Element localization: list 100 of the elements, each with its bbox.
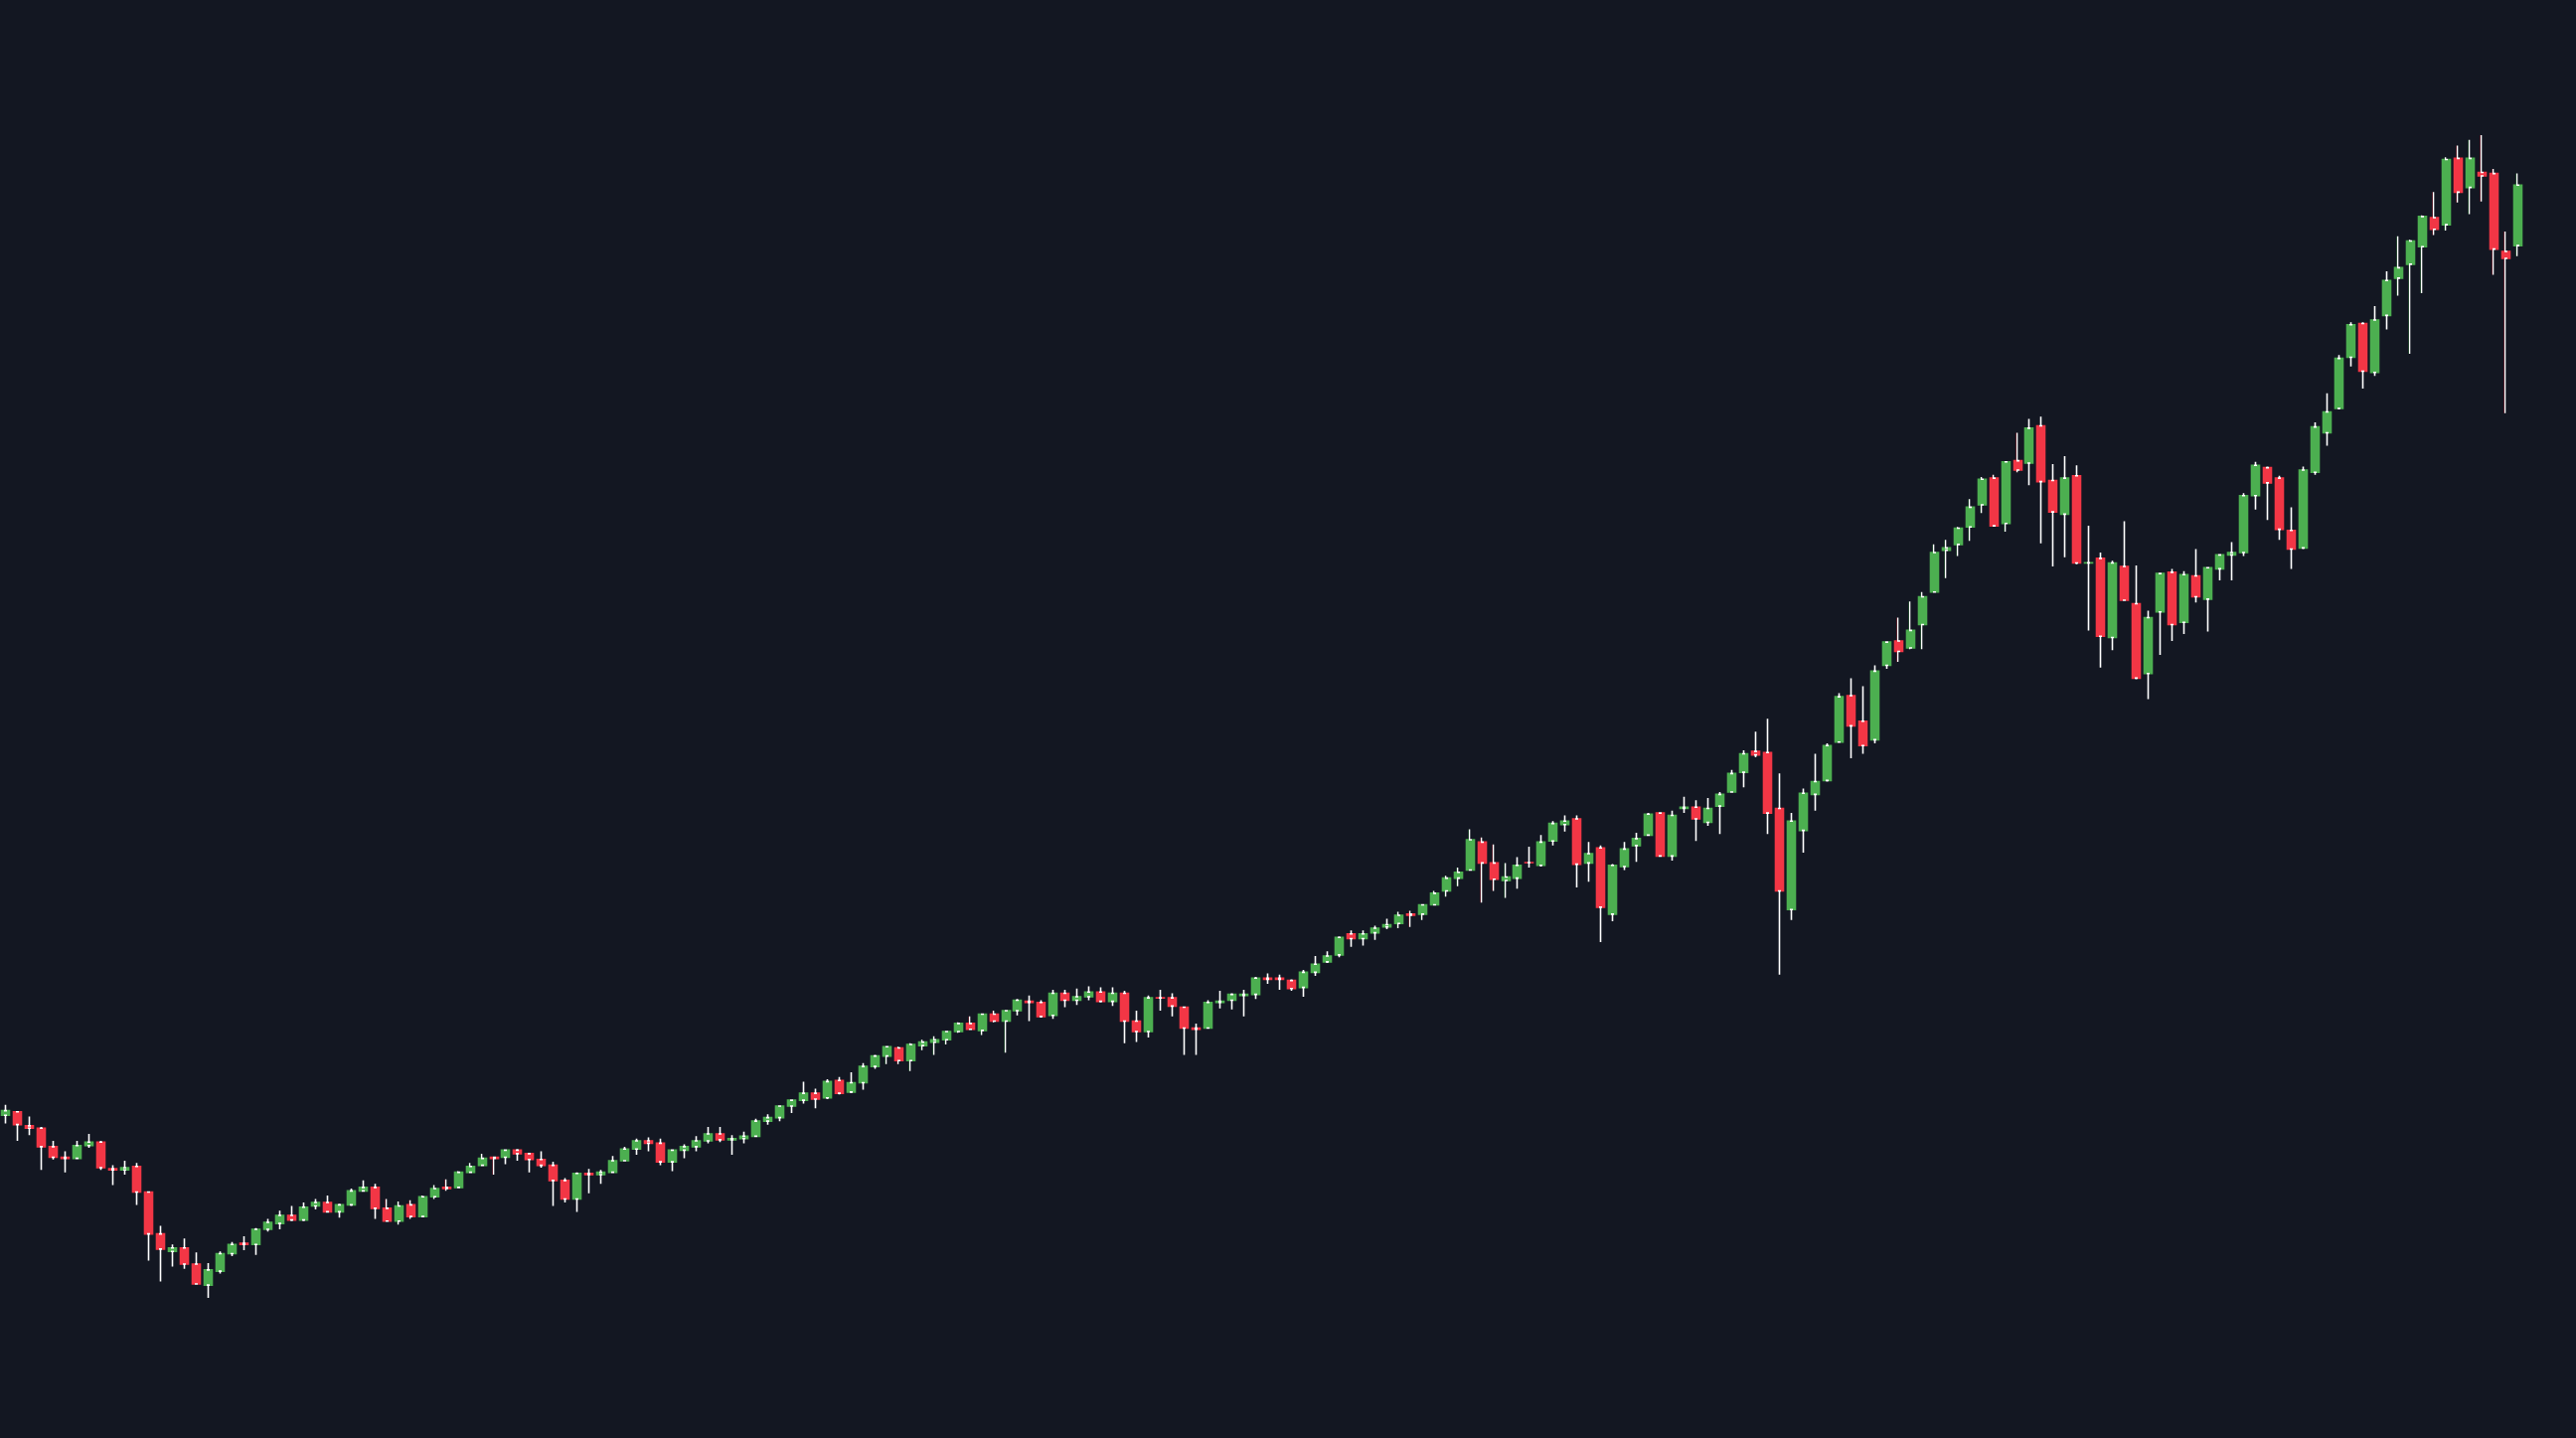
candlestick <box>334 1202 345 1219</box>
candlestick <box>1893 616 1904 663</box>
candlestick <box>619 1146 630 1162</box>
candlestick <box>1583 841 1594 882</box>
candlestick <box>2500 231 2511 414</box>
candlestick <box>489 1156 500 1176</box>
candlestick <box>1071 987 1082 1006</box>
candlestick <box>1489 843 1500 892</box>
candlestick <box>691 1135 702 1153</box>
candlestick <box>441 1178 452 1193</box>
candlestick <box>1690 799 1701 842</box>
candlestick <box>1535 834 1546 868</box>
candlestick <box>822 1078 833 1100</box>
candlestick <box>0 1103 11 1125</box>
candlestick <box>1702 797 1713 827</box>
candlestick <box>1155 989 1166 1012</box>
candlestick <box>1047 989 1058 1020</box>
candlestick <box>2489 168 2499 276</box>
candlestick <box>2023 417 2034 486</box>
candlestick <box>1024 995 1035 1023</box>
candlestick <box>1369 924 1380 941</box>
candlestick <box>2012 431 2023 474</box>
candlestick <box>167 1243 178 1268</box>
candlestick <box>726 1134 737 1156</box>
candlestick <box>703 1126 714 1145</box>
candlestick <box>1762 718 1773 835</box>
candlestick <box>762 1113 773 1126</box>
candlestick <box>858 1061 869 1091</box>
candlestick <box>571 1171 582 1213</box>
candlestick <box>1346 929 1357 948</box>
candlestick <box>2001 460 2012 533</box>
candlestick <box>1786 812 1797 921</box>
candlestick <box>2512 172 2523 257</box>
candlestick <box>60 1150 71 1174</box>
candlestick <box>2035 415 2046 545</box>
candlestick <box>2322 392 2333 447</box>
candlestick <box>2190 548 2201 604</box>
candlestick <box>417 1195 428 1217</box>
candlestick <box>1595 845 1606 943</box>
candlestick <box>2310 421 2321 476</box>
candlestick <box>2381 270 2392 331</box>
candlestick <box>2095 552 2106 669</box>
candlestick <box>394 1200 404 1226</box>
candlestick <box>1095 986 1106 1004</box>
candlestick <box>810 1087 821 1110</box>
candlestick <box>1643 812 1654 837</box>
candlestick <box>1179 1006 1190 1056</box>
candlestick <box>1286 978 1297 992</box>
candlestick <box>1441 875 1452 898</box>
candlestick <box>2202 566 2213 633</box>
candlestick <box>2298 465 2309 551</box>
candlestick <box>2083 525 2094 632</box>
candlestick <box>36 1126 47 1172</box>
candlestick <box>500 1149 511 1166</box>
candlestick <box>1679 795 1690 814</box>
candlestick <box>1465 828 1476 872</box>
candlestick <box>679 1143 690 1160</box>
candlestick <box>2059 455 2070 559</box>
candlestick <box>1310 955 1321 977</box>
candlestick <box>1571 814 1582 888</box>
candlestick <box>560 1177 570 1203</box>
candlestick <box>1750 730 1761 758</box>
candlestick <box>1881 641 1892 670</box>
candlestick <box>1417 903 1428 921</box>
candlestick <box>2369 305 2380 377</box>
candlestick <box>191 1251 202 1285</box>
candlestick <box>738 1130 749 1145</box>
candlestick <box>834 1075 845 1096</box>
candlestick <box>310 1198 321 1210</box>
candlestick <box>2119 520 2130 601</box>
candlestick <box>1143 995 1154 1039</box>
candlestick <box>346 1188 357 1207</box>
candlestick <box>631 1137 642 1156</box>
candlestick <box>429 1184 440 1200</box>
candlestick <box>262 1217 273 1233</box>
candlestick <box>2107 559 2118 652</box>
candlestick <box>905 1041 916 1072</box>
candlestick <box>322 1195 333 1213</box>
candlestick <box>179 1237 190 1270</box>
candlestick <box>1131 1010 1142 1043</box>
candlestick <box>215 1250 226 1275</box>
candlestick <box>358 1180 369 1193</box>
candlestick <box>24 1115 35 1136</box>
candlestick <box>2071 464 2082 565</box>
candlestick <box>370 1183 381 1220</box>
candlestick <box>1453 867 1464 887</box>
candlestick <box>1655 812 1666 858</box>
candlestick <box>1429 889 1440 906</box>
candlestick <box>655 1137 666 1167</box>
candlestick <box>1953 526 1964 558</box>
candlestick <box>1917 591 1928 650</box>
candlestick <box>929 1035 940 1056</box>
candlestick <box>870 1053 881 1070</box>
candlestick <box>1667 809 1678 862</box>
candlestick <box>1559 814 1570 833</box>
candlestick <box>2345 321 2356 368</box>
candlestick <box>715 1126 725 1144</box>
candlestick <box>155 1224 166 1283</box>
candlestick <box>1905 600 1916 650</box>
candlestick <box>2286 506 2297 570</box>
